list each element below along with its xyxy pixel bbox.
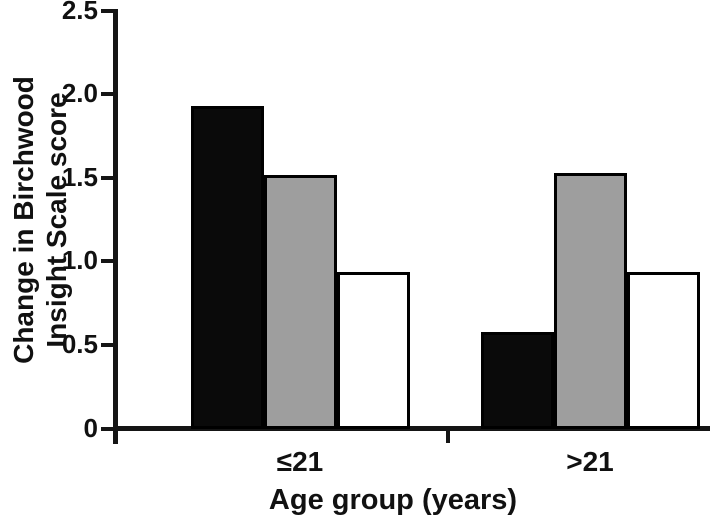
- y-axis-title-line1: Change in Birchwood: [8, 76, 39, 364]
- y-axis-line: [113, 9, 118, 444]
- x-axis-line: [113, 426, 710, 431]
- bar-black: [480, 332, 554, 429]
- y-tick: [101, 92, 115, 97]
- x-axis-title: Age group (years): [268, 484, 518, 516]
- y-tick: [101, 175, 115, 180]
- y-tick-label: 2.0: [61, 78, 98, 109]
- y-tick: [101, 342, 115, 347]
- y-tick: [101, 426, 115, 431]
- y-tick-label: 0: [83, 412, 98, 443]
- y-tick: [101, 8, 115, 13]
- y-tick-label: 1.5: [61, 161, 98, 192]
- y-axis-title-line2: Insight Scale score: [41, 92, 72, 348]
- bar-grey: [553, 173, 627, 429]
- y-tick-label: 2.5: [61, 0, 98, 25]
- bar-white: [626, 271, 700, 429]
- category-label: ≤21: [276, 446, 324, 477]
- y-tick-label: 0.5: [61, 328, 98, 359]
- bar-black: [190, 106, 264, 429]
- y-tick-label: 1.0: [61, 245, 98, 276]
- x-axis-tick: [446, 429, 450, 443]
- bar-white: [336, 271, 410, 429]
- category-label: >21: [566, 446, 614, 477]
- y-tick: [101, 259, 115, 264]
- bar-grey: [263, 174, 337, 429]
